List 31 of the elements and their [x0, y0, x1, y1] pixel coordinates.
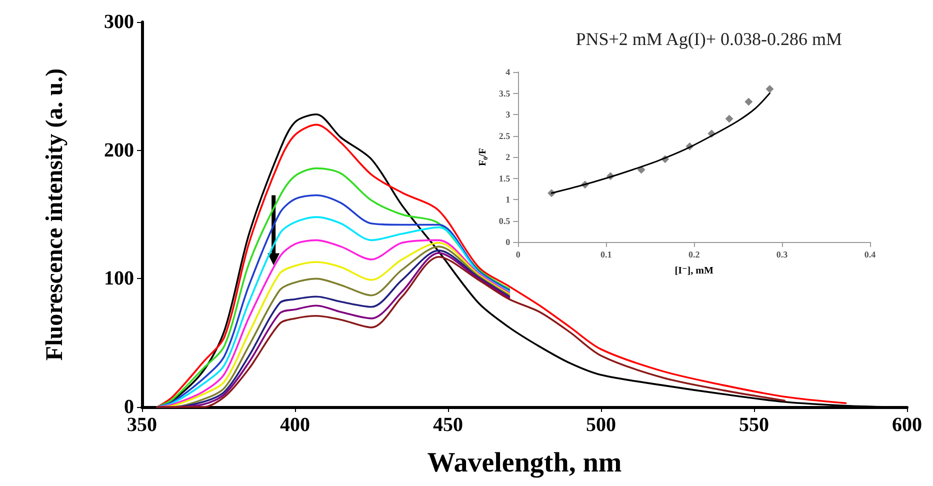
y-axis-title: Fluorescence intensity (a. u.) — [42, 68, 68, 361]
y-tick-label: 3 — [506, 110, 511, 120]
y-tick-label: 300 — [104, 11, 134, 33]
x-axis-title: Wavelength, nm — [427, 448, 622, 478]
y-tick-label: 4 — [506, 67, 511, 77]
y-tick-label: 0.5 — [498, 216, 511, 226]
point — [637, 166, 646, 174]
y-axis-title: F₀/F — [478, 148, 488, 166]
y-tick-label: 200 — [104, 139, 134, 162]
point — [744, 98, 753, 106]
x-tick-label: 0.4 — [864, 250, 876, 260]
x-tick-label: 0.1 — [600, 250, 612, 260]
x-tick-label: 600 — [892, 414, 922, 436]
x-tick-label: 500 — [586, 414, 616, 436]
x-tick-label: 0.3 — [776, 250, 788, 260]
y-tick-label: 1.5 — [498, 173, 511, 184]
y-tick-label: 3.5 — [498, 88, 511, 98]
y-tick-label: 2.5 — [498, 130, 511, 141]
point — [725, 114, 734, 123]
x-axis-title: [I⁻], mM — [674, 266, 714, 276]
y-tick-label: 100 — [104, 268, 134, 290]
y-tick-label: 2 — [506, 152, 511, 162]
x-tick-label: 0 — [516, 250, 521, 260]
point — [766, 85, 774, 93]
y-tick-label: 0 — [506, 237, 511, 247]
x-tick-label: 400 — [280, 414, 310, 436]
annotation: PNS+2 mM Ag(I)+ 0.038-0.286 mM — [576, 29, 842, 49]
x-tick-label: 550 — [739, 414, 769, 436]
x-tick-label: 0.2 — [688, 250, 700, 260]
x-tick-label: 450 — [433, 414, 463, 436]
y-tick-label: 1 — [506, 194, 511, 204]
